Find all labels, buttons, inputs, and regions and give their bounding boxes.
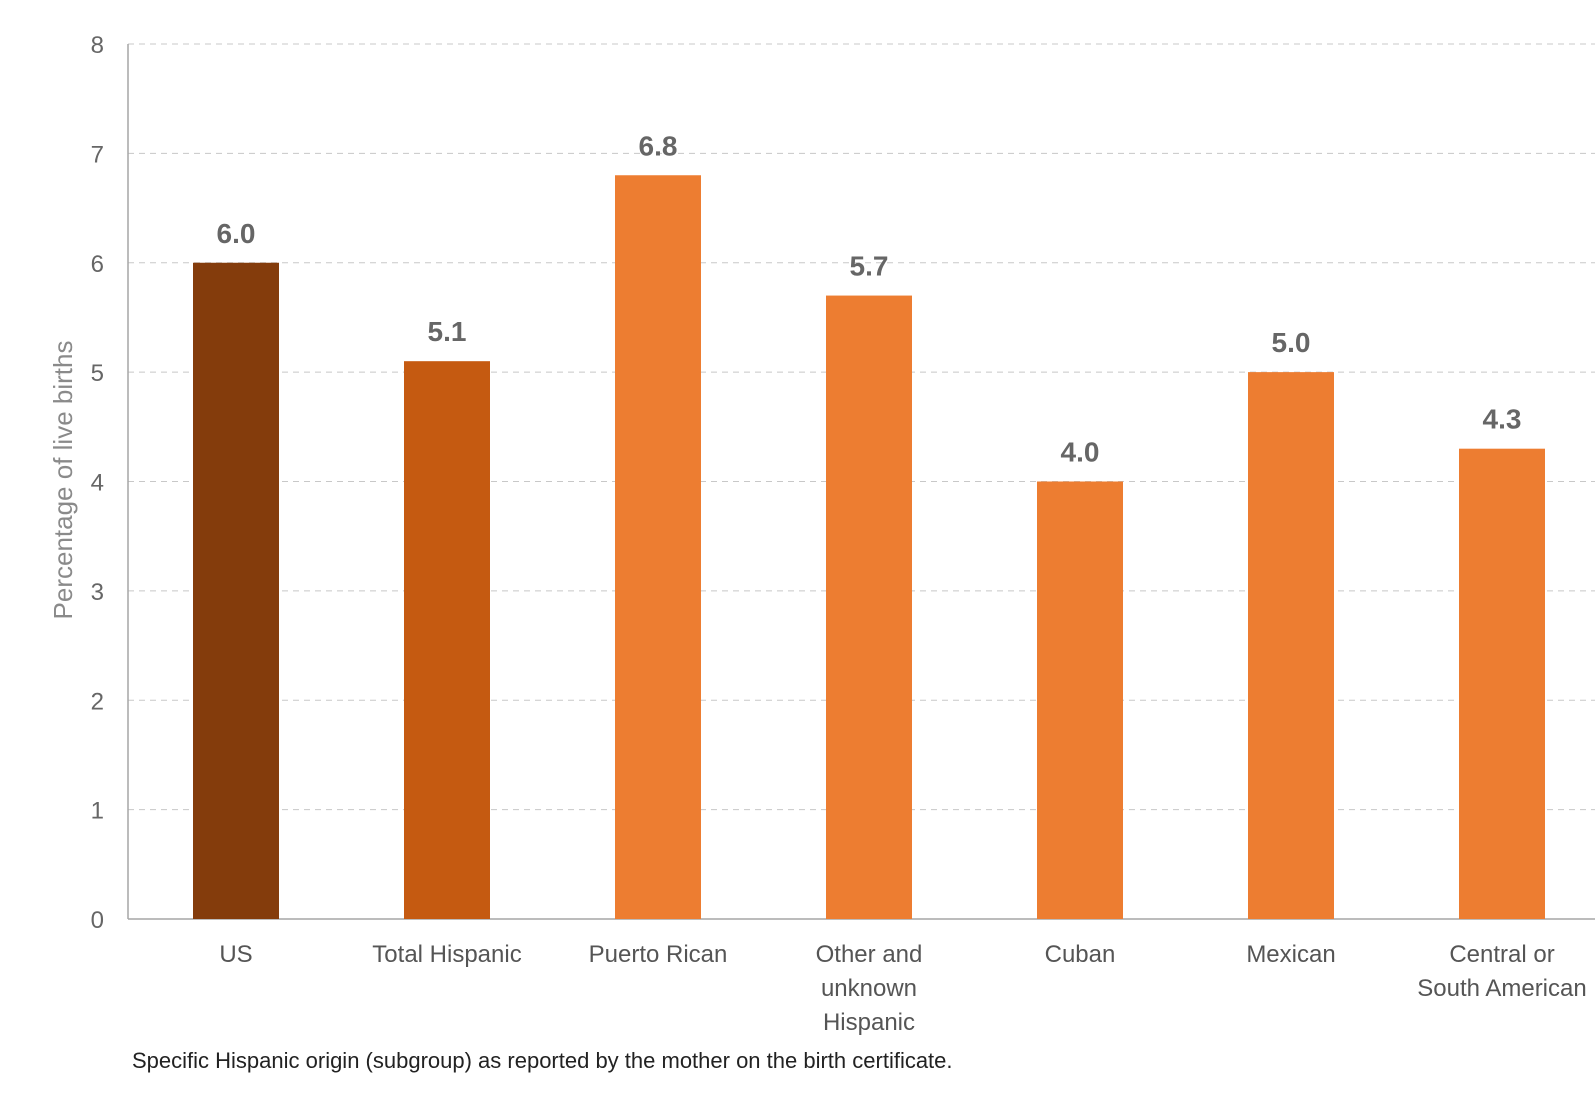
x-tick-label: Other and unknown Hispanic bbox=[816, 941, 923, 1036]
bar-6 bbox=[1248, 372, 1334, 919]
data-label: 6.0 bbox=[217, 218, 256, 249]
bar-5 bbox=[1037, 481, 1123, 919]
x-tick-label: Puerto Rican bbox=[589, 941, 728, 968]
y-tick-label: 0 bbox=[91, 907, 104, 934]
bar-1 bbox=[193, 262, 279, 919]
data-label: 5.7 bbox=[850, 251, 889, 282]
y-tick-label: 5 bbox=[91, 360, 104, 387]
data-label: 4.0 bbox=[1061, 437, 1100, 468]
bar-7 bbox=[1459, 448, 1545, 919]
y-tick-label: 2 bbox=[91, 688, 104, 715]
x-tick-label: Central or South American bbox=[1417, 941, 1586, 1002]
y-axis-title: Percentage of live births bbox=[48, 341, 78, 620]
y-tick-label: 6 bbox=[91, 251, 104, 278]
bar-2 bbox=[404, 361, 490, 919]
y-tick-label: 1 bbox=[91, 798, 104, 825]
bar-4 bbox=[826, 295, 912, 919]
data-label: 6.8 bbox=[639, 130, 678, 161]
x-tick-label: Total Hispanic bbox=[372, 941, 521, 968]
y-tick-label: 8 bbox=[91, 32, 104, 59]
y-tick-label: 3 bbox=[91, 579, 104, 606]
bar-3 bbox=[615, 175, 701, 919]
x-tick-label: US bbox=[219, 941, 252, 968]
x-tick-label: Mexican bbox=[1246, 941, 1335, 968]
y-tick-label: 4 bbox=[91, 470, 104, 497]
data-label: 4.3 bbox=[1483, 404, 1522, 435]
data-label: 5.0 bbox=[1272, 327, 1311, 358]
y-tick-label: 7 bbox=[91, 141, 104, 168]
x-axis-title: Specific Hispanic origin (subgroup) as r… bbox=[132, 1048, 953, 1073]
x-tick-label: Cuban bbox=[1045, 941, 1116, 968]
data-label: 5.1 bbox=[428, 316, 467, 347]
